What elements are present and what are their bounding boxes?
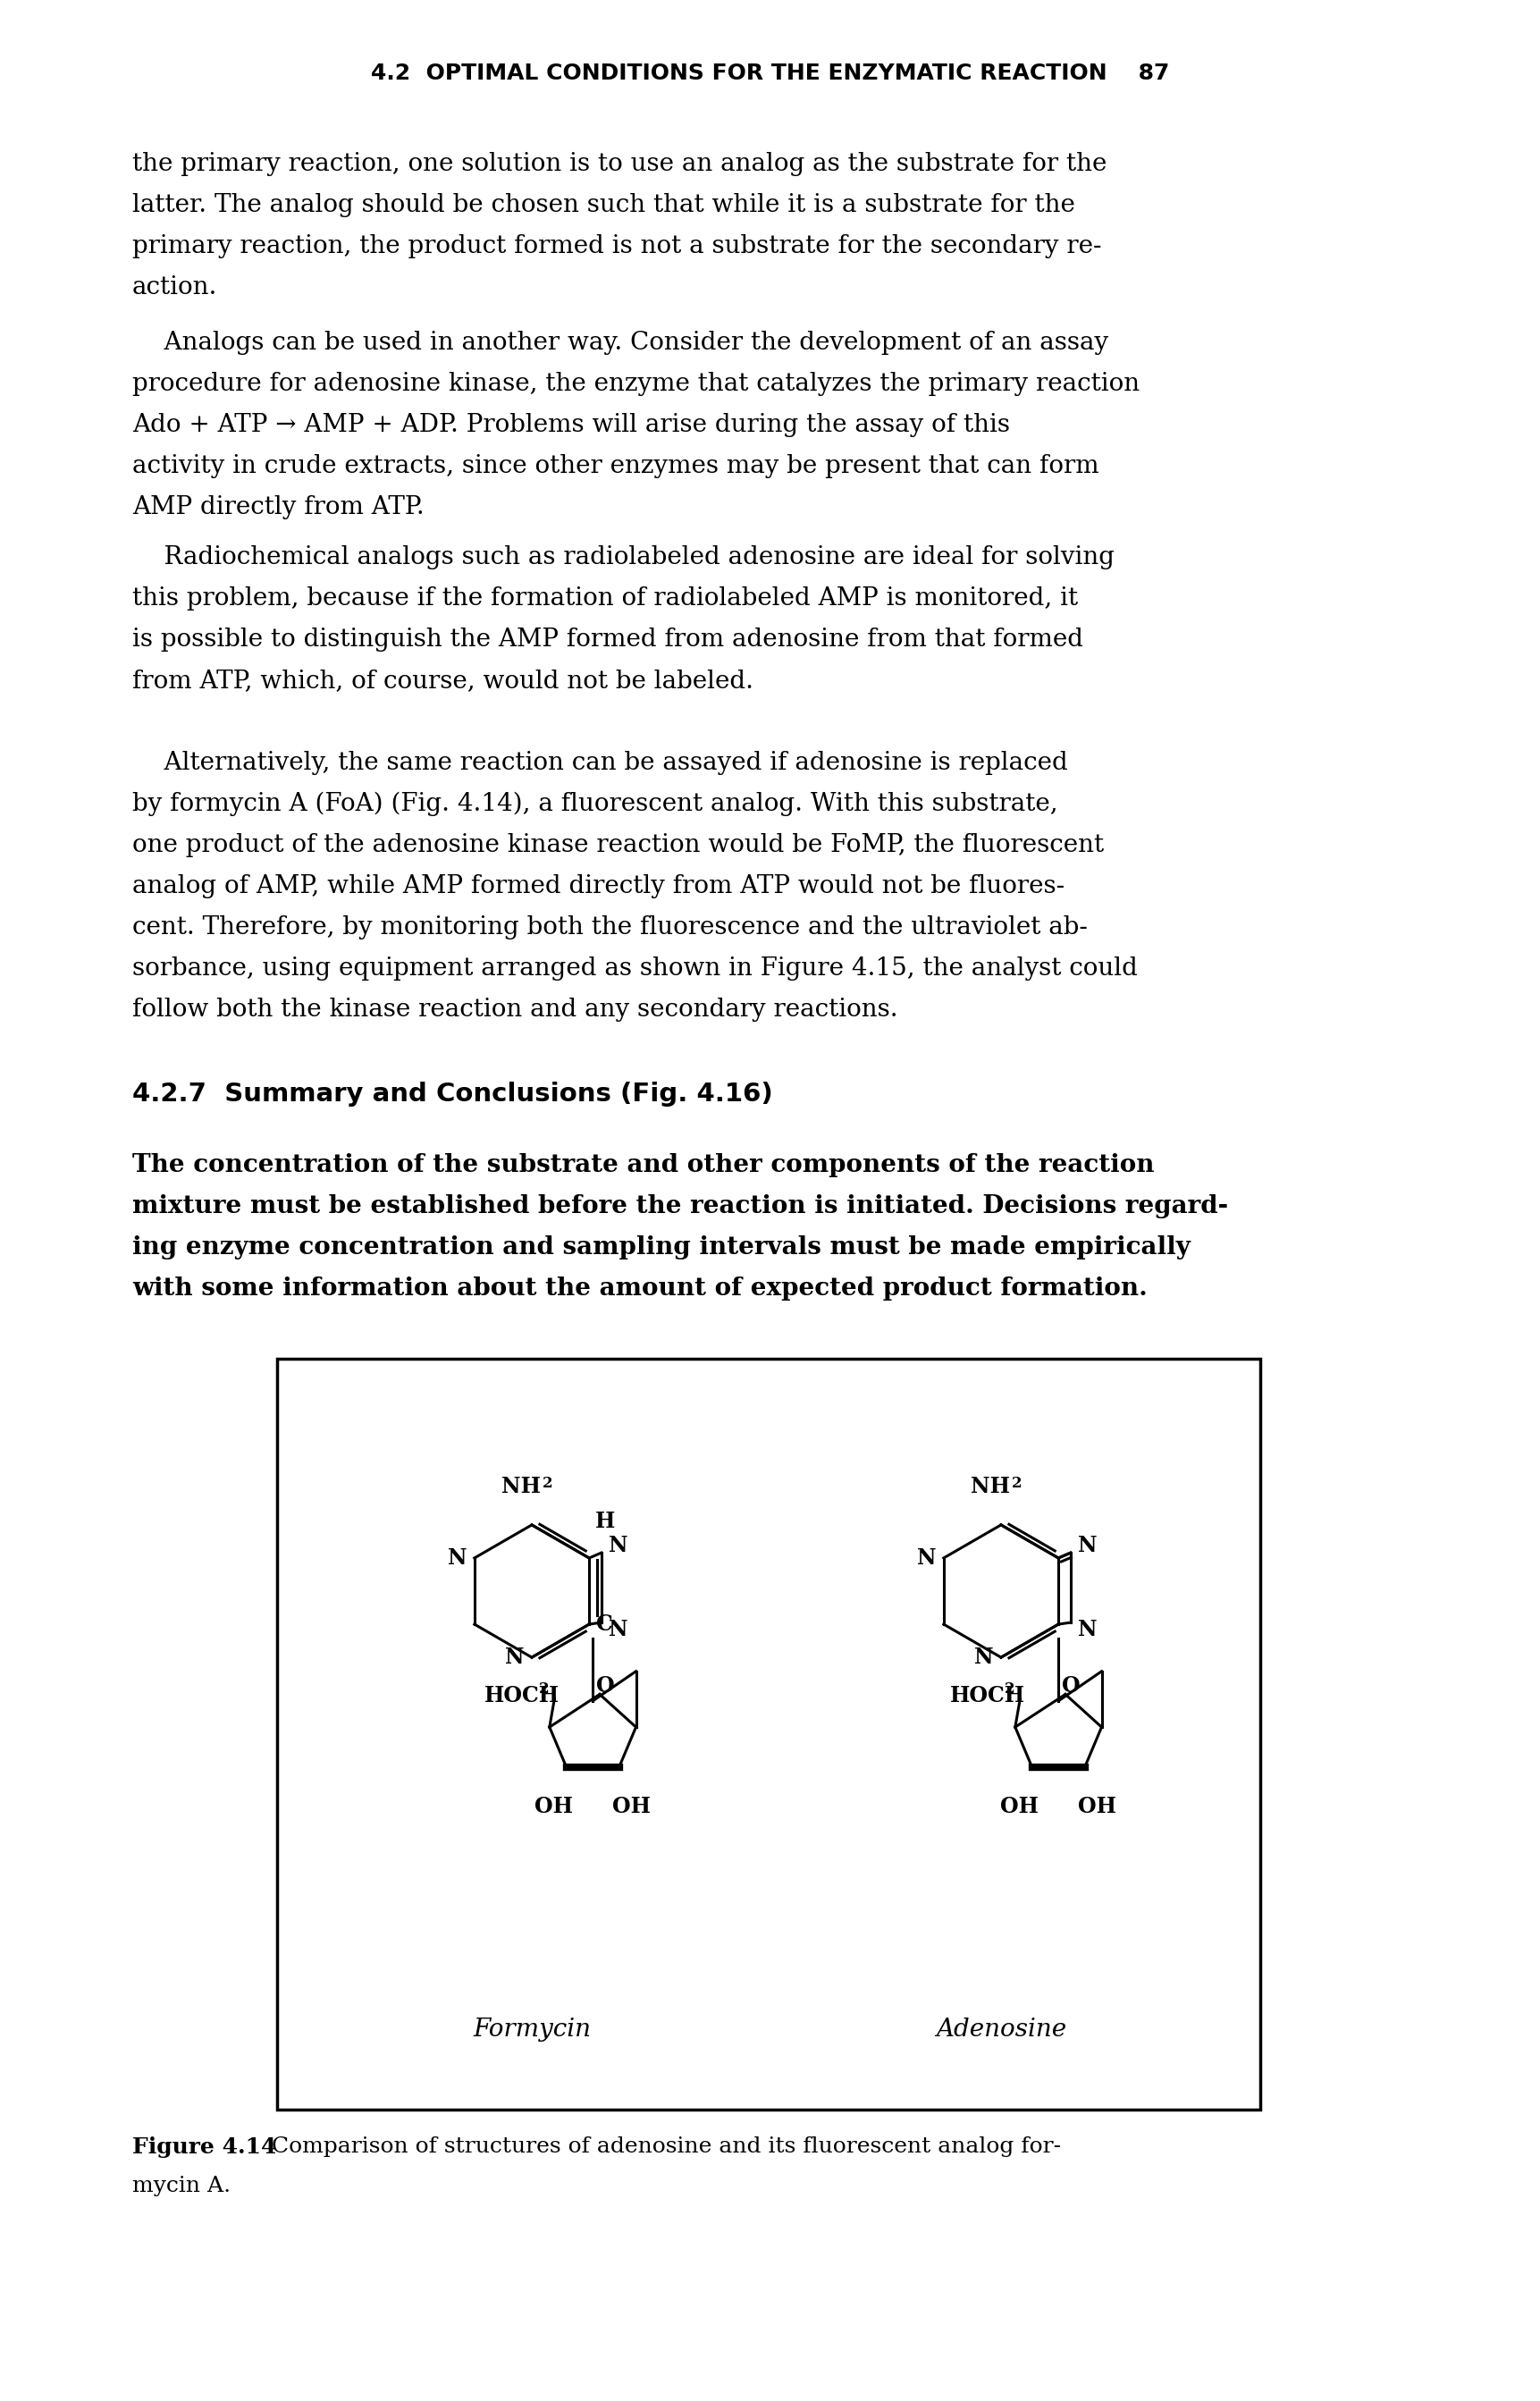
Text: 2: 2	[539, 1681, 550, 1698]
Text: latter. The analog should be chosen such that while it is a substrate for the: latter. The analog should be chosen such…	[132, 192, 1075, 216]
Text: C: C	[596, 1613, 613, 1635]
Text: 4.2.7  Summary and Conclusions (Fig. 4.16): 4.2.7 Summary and Conclusions (Fig. 4.16…	[132, 1080, 773, 1107]
Text: by formycin A (FoA) (Fig. 4.14), a fluorescent analog. With this substrate,: by formycin A (FoA) (Fig. 4.14), a fluor…	[132, 792, 1058, 816]
Text: the primary reaction, one solution is to use an analog as the substrate for the: the primary reaction, one solution is to…	[132, 151, 1106, 175]
Text: NH: NH	[970, 1477, 1009, 1498]
Text: mycin A.: mycin A.	[132, 2175, 231, 2197]
Text: one product of the adenosine kinase reaction would be FoMP, the fluorescent: one product of the adenosine kinase reac…	[132, 833, 1103, 857]
Text: HOCH: HOCH	[485, 1686, 559, 1707]
Text: The concentration of the substrate and other components of the reaction: The concentration of the substrate and o…	[132, 1152, 1153, 1176]
Text: 2: 2	[542, 1477, 553, 1491]
Text: cent. Therefore, by monitoring both the fluorescence and the ultraviolet ab-: cent. Therefore, by monitoring both the …	[132, 915, 1087, 939]
Text: OH: OH	[1078, 1796, 1116, 1818]
Text: N: N	[448, 1546, 467, 1568]
Text: Formycin: Formycin	[473, 2017, 590, 2041]
Text: N: N	[916, 1546, 936, 1568]
Text: OH: OH	[534, 1796, 573, 1818]
Bar	[277, 1359, 1260, 2110]
Text: activity in crude extracts, since other enzymes may be present that can form: activity in crude extracts, since other …	[132, 454, 1098, 478]
Text: Adenosine: Adenosine	[935, 2017, 1066, 2041]
Text: Analogs can be used in another way. Consider the development of an assay: Analogs can be used in another way. Cons…	[132, 331, 1107, 355]
Text: from ATP, which, of course, would not be labeled.: from ATP, which, of course, would not be…	[132, 667, 753, 694]
Text: OH: OH	[999, 1796, 1038, 1818]
Text: O: O	[1061, 1676, 1080, 1698]
Text: AMP directly from ATP.: AMP directly from ATP.	[132, 495, 424, 519]
Text: N: N	[608, 1618, 627, 1640]
Text: ing enzyme concentration and sampling intervals must be made empirically: ing enzyme concentration and sampling in…	[132, 1237, 1190, 1261]
Text: follow both the kinase reaction and any secondary reactions.: follow both the kinase reaction and any …	[132, 996, 898, 1023]
Text: H: H	[594, 1510, 614, 1532]
Text: Comparison of structures of adenosine and its fluorescent analog for-: Comparison of structures of adenosine an…	[257, 2137, 1061, 2156]
Text: 2: 2	[1004, 1681, 1015, 1698]
Text: N: N	[1076, 1534, 1096, 1556]
Text: N: N	[1076, 1618, 1096, 1640]
Text: NH: NH	[500, 1477, 541, 1498]
Text: Radiochemical analogs such as radiolabeled adenosine are ideal for solving: Radiochemical analogs such as radiolabel…	[132, 545, 1113, 569]
Text: N: N	[505, 1647, 524, 1669]
Text: OH: OH	[613, 1796, 650, 1818]
Text: analog of AMP, while AMP formed directly from ATP would not be fluores-: analog of AMP, while AMP formed directly…	[132, 874, 1064, 898]
Text: with some information about the amount of expected product formation.: with some information about the amount o…	[132, 1277, 1147, 1301]
Text: primary reaction, the product formed is not a substrate for the secondary re-: primary reaction, the product formed is …	[132, 235, 1101, 259]
Text: O: O	[596, 1676, 614, 1698]
Text: action.: action.	[132, 276, 217, 300]
Text: Ado + ATP → AMP + ADP. Problems will arise during the assay of this: Ado + ATP → AMP + ADP. Problems will ari…	[132, 413, 1009, 437]
Text: procedure for adenosine kinase, the enzyme that catalyzes the primary reaction: procedure for adenosine kinase, the enzy…	[132, 372, 1140, 396]
Text: N: N	[973, 1647, 993, 1669]
Text: N: N	[608, 1534, 627, 1556]
Text: this problem, because if the formation of radiolabeled AMP is monitored, it: this problem, because if the formation o…	[132, 586, 1078, 610]
Text: Figure 4.14: Figure 4.14	[132, 2137, 276, 2158]
Text: is possible to distinguish the AMP formed from adenosine from that formed: is possible to distinguish the AMP forme…	[132, 627, 1083, 651]
Text: Alternatively, the same reaction can be assayed if adenosine is replaced: Alternatively, the same reaction can be …	[132, 752, 1067, 776]
Text: 2: 2	[1012, 1477, 1021, 1491]
Text: mixture must be established before the reaction is initiated. Decisions regard-: mixture must be established before the r…	[132, 1193, 1227, 1217]
Text: 4.2  OPTIMAL CONDITIONS FOR THE ENZYMATIC REACTION    87: 4.2 OPTIMAL CONDITIONS FOR THE ENZYMATIC…	[371, 62, 1169, 84]
Text: HOCH: HOCH	[950, 1686, 1026, 1707]
Text: sorbance, using equipment arranged as shown in Figure 4.15, the analyst could: sorbance, using equipment arranged as sh…	[132, 956, 1137, 980]
